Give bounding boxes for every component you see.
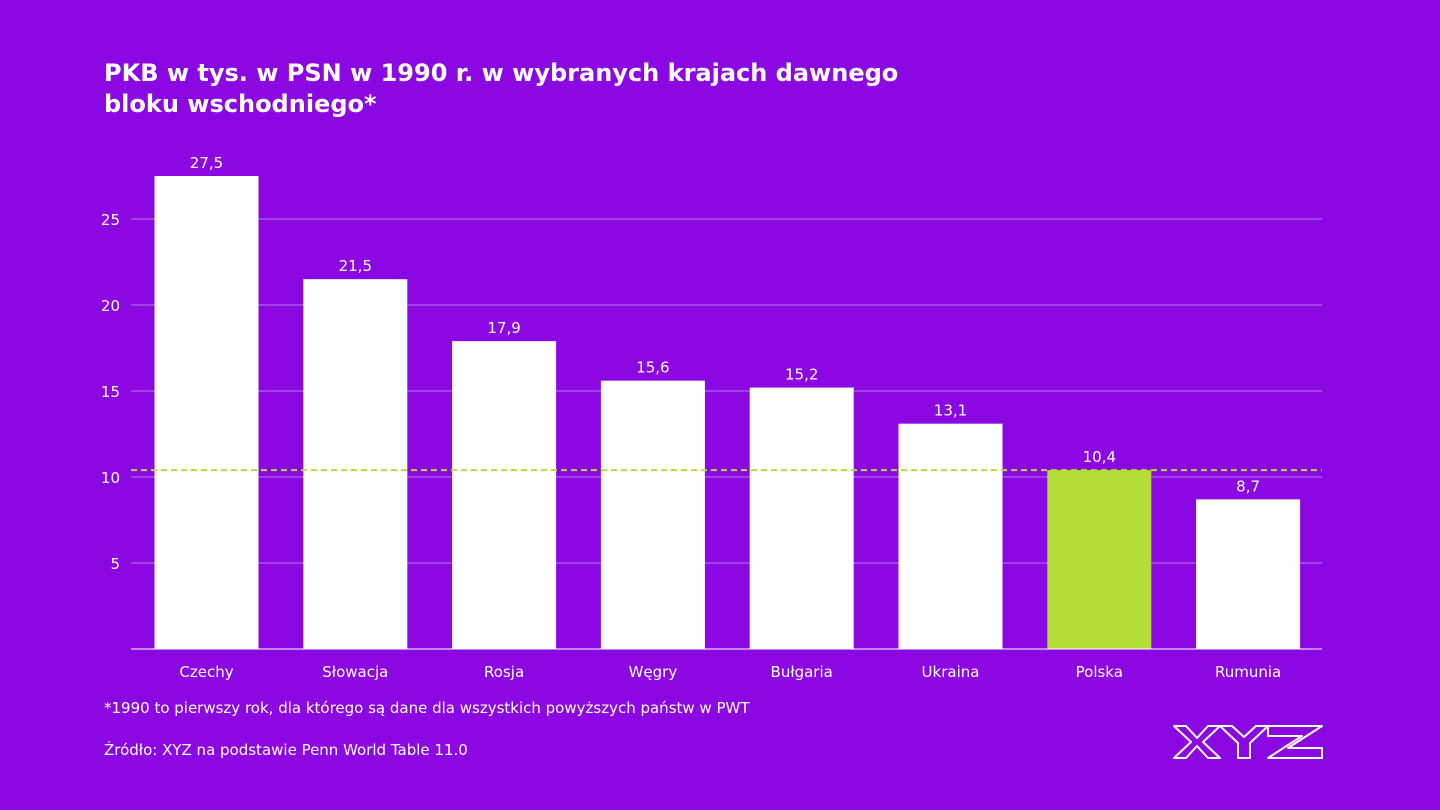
bar-węgry [600, 380, 705, 649]
bar-słowacja [303, 279, 408, 649]
x-tick-label: Polska [1076, 663, 1123, 681]
data-label: 15,2 [785, 366, 818, 384]
data-label: 21,5 [339, 257, 372, 275]
xyz-logo [1173, 725, 1323, 759]
bar-ukraina [898, 423, 1003, 649]
bar-rosja [452, 341, 557, 649]
data-label: 17,9 [487, 319, 520, 337]
y-tick-label: 5 [110, 555, 120, 573]
x-tick-label: Słowacja [322, 663, 388, 681]
x-tick-label: Czechy [179, 663, 233, 681]
data-label: 10,4 [1083, 448, 1116, 466]
y-tick-label: 15 [101, 383, 120, 401]
bar-czechy [154, 176, 259, 649]
x-tick-label: Bułgaria [771, 663, 833, 681]
bar-rumunia [1196, 499, 1301, 649]
data-label: 27,5 [190, 154, 223, 172]
x-tick-label: Ukraina [922, 663, 980, 681]
source-note: Źródło: XYZ na podstawie Penn World Tabl… [104, 741, 468, 759]
bar-polska [1047, 470, 1152, 649]
footnote: *1990 to pierwszy rok, dla którego są da… [104, 699, 750, 717]
data-label: 8,7 [1236, 477, 1260, 495]
x-tick-label: Rumunia [1215, 663, 1281, 681]
y-tick-label: 25 [101, 211, 120, 229]
data-label: 13,1 [934, 402, 967, 420]
bar-bułgaria [749, 387, 854, 649]
x-tick-label: Węgry [629, 663, 678, 681]
y-tick-label: 10 [101, 469, 120, 487]
data-label: 15,6 [636, 359, 669, 377]
x-tick-label: Rosja [484, 663, 524, 681]
y-tick-label: 20 [101, 297, 120, 315]
chart-title: PKB w tys. w PSN w 1990 r. w wybranych k… [104, 59, 899, 118]
